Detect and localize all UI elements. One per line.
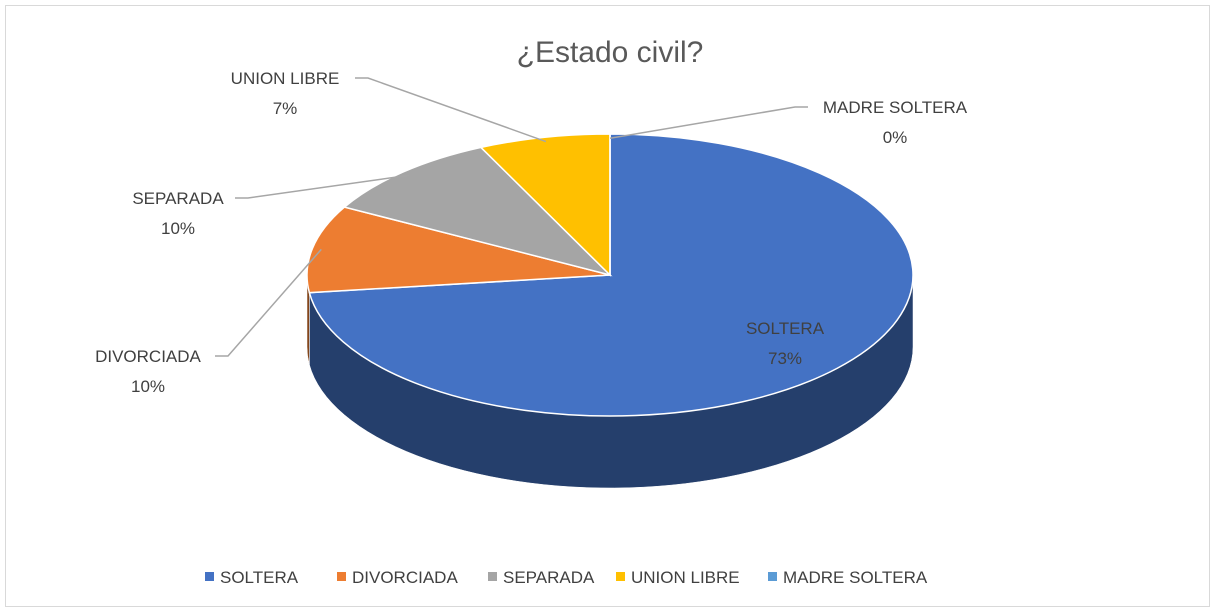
legend-label: SOLTERA	[220, 568, 299, 587]
data-label-category: DIVORCIADA	[95, 347, 201, 366]
data-label-value: 0%	[883, 128, 908, 147]
legend-swatch	[337, 572, 346, 581]
legend-swatch	[205, 572, 214, 581]
legend-swatch	[488, 572, 497, 581]
legend-label: SEPARADA	[503, 568, 595, 587]
data-label-value: 10%	[131, 377, 165, 396]
data-label-category: UNION LIBRE	[231, 69, 340, 88]
legend-swatch	[768, 572, 777, 581]
data-label: SOLTERA 73%	[746, 319, 825, 368]
data-label: SEPARADA 10%	[132, 189, 224, 238]
legend-label: DIVORCIADA	[352, 568, 458, 587]
data-label-value: 10%	[161, 219, 195, 238]
data-label-value: 7%	[273, 99, 298, 118]
data-label: MADRE SOLTERA 0%	[823, 98, 968, 147]
data-label: UNION LIBRE 7%	[231, 69, 340, 118]
legend-label: MADRE SOLTERA	[783, 568, 928, 587]
chart-title: ¿Estado civil?	[517, 36, 704, 69]
data-label-category: SEPARADA	[132, 189, 224, 208]
legend-label: UNION LIBRE	[631, 568, 740, 587]
slice	[479, 133, 611, 277]
legend-swatch	[616, 572, 625, 581]
data-label-category: SOLTERA	[746, 319, 825, 338]
slice	[306, 206, 611, 294]
leader-line	[609, 106, 808, 139]
leader-line	[355, 77, 547, 143]
data-label-value: 73%	[768, 349, 802, 368]
slice	[308, 133, 914, 417]
leader-line	[215, 248, 322, 357]
slice	[342, 146, 613, 277]
data-label-category: MADRE SOLTERA	[823, 98, 968, 117]
leader-line	[235, 174, 409, 199]
data-label: DIVORCIADA 10%	[95, 347, 201, 396]
